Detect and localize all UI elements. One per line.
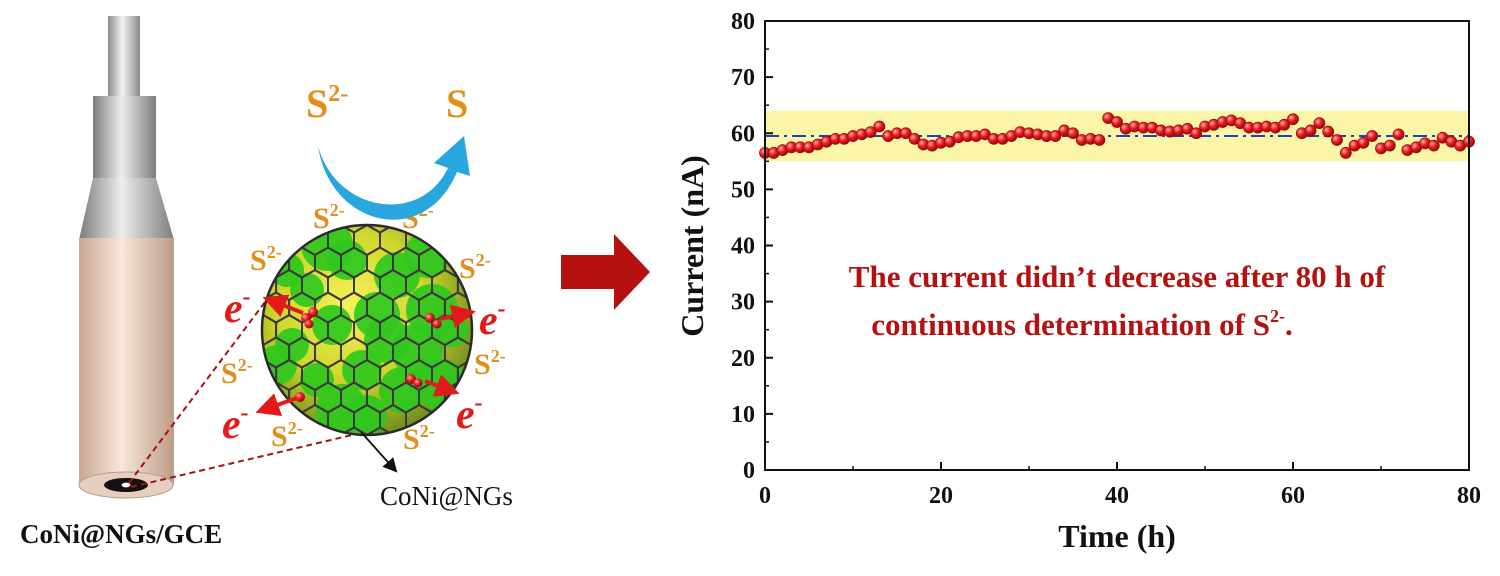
x-tick-label: 60 [1281,483,1305,509]
data-point [908,132,921,145]
data-point [1366,130,1379,142]
cobalt-blob [364,317,410,363]
electron-labels: e- e- e- e- [222,284,506,448]
electrode [78,16,174,499]
y-tick-label: 60 [731,121,755,147]
cobalt-blob [342,350,382,390]
modified-spot [120,481,132,489]
data-point [1278,118,1291,131]
data-point [1339,146,1352,159]
electrode-shaft [108,16,140,98]
data-point [1392,128,1405,141]
x-tick-label: 0 [759,483,771,509]
data-point [1313,117,1326,130]
graphene-hexagon [366,426,394,435]
data-point [899,127,912,140]
svg-text:S2-: S2- [459,250,491,285]
zoom-line-lower [130,431,366,488]
y-tick-label: 80 [731,9,755,35]
reaction-arrow [318,136,470,220]
svg-text:S2-: S2- [271,418,303,453]
data-point [1331,134,1343,146]
annotation-line-1: The current didn’t decrease after 80 h o… [849,259,1386,294]
data-point [1357,136,1370,149]
svg-text:e-: e- [222,400,249,448]
annotation-line-2: continuous determination of S2-. [871,306,1292,342]
x-tick-label: 80 [1457,483,1481,509]
data-point [1111,116,1123,128]
electrode-body [79,238,174,485]
zoom-line-upper [128,297,269,484]
x-tick-label: 40 [1105,483,1129,509]
svg-text:S2-: S2- [313,200,345,235]
data-point [1427,139,1440,152]
x-axis-ticks: 0 20 40 60 80 [759,462,1481,509]
particle-label: CoNi@NGs [380,481,513,511]
y-tick-label: 10 [731,402,755,428]
particle-outline [260,223,474,437]
y-tick-label: 0 [743,458,755,484]
cobalt-regions [262,225,469,435]
data-point [1093,134,1106,146]
y-tick-label: 30 [731,290,755,316]
graphene-hexagon [340,426,368,435]
y-tick-label: 40 [731,234,755,260]
electron-arrows [255,294,476,416]
product-label: S [446,81,468,126]
y-axis-ticks: 0 10 20 30 40 50 60 70 80 [731,9,773,484]
data-point [1067,127,1079,140]
svg-text:S2-: S2- [403,421,435,456]
svg-text:S2-: S2- [221,355,253,390]
y-tick-label: 70 [731,65,755,91]
data-point [873,120,886,133]
x-axis-label: Time (h) [1058,518,1176,554]
data-point [1304,124,1317,137]
y-axis-label: Current (nA) [674,155,710,337]
reactant-label: S2- [306,81,348,126]
svg-text:S2-: S2- [474,346,506,381]
y-tick-label: 50 [731,177,755,203]
svg-text:e-: e- [456,390,483,438]
data-point [864,126,877,139]
svg-text:S2-: S2- [250,242,282,277]
transition-arrow [561,234,650,310]
data-point [1383,139,1396,152]
data-point [1049,130,1062,142]
electrode-taper [79,178,174,240]
svg-text:e-: e- [479,296,506,344]
chart: 0 20 40 60 80 0 10 20 30 40 50 60 70 80 Time (h) Cur… [674,9,1481,554]
svg-text:e-: e- [224,284,251,332]
nitrogen-dopant-sites [295,307,442,402]
y-tick-label: 20 [731,346,755,372]
data-point [1190,127,1203,140]
data-point [1287,113,1299,126]
x-tick-label: 20 [929,483,953,509]
electrode-collar [93,96,156,178]
plot-frame [764,20,1470,471]
data-point [1322,125,1335,138]
electrode-label: CoNi@NGs/GCE [20,519,222,549]
coni-particle [260,223,474,437]
particle-pointer [360,431,398,473]
cobalt-blob [300,363,334,397]
oxidation-reaction: S2- S [306,81,470,220]
